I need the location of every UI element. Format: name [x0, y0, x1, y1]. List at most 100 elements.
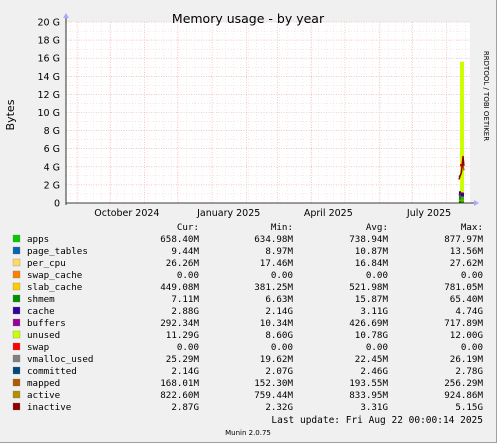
y-tick-labels: 0 2 G 4 G 6 G 8 G 10 G 12 G 14 G 16 G 18 G 20 G	[38, 18, 60, 210]
legend-cur-unused: 11.29G	[166, 330, 199, 341]
legend-avg-buffers: 426.69M	[349, 318, 388, 329]
legend-cur-committed: 2.14G	[171, 366, 199, 377]
legend-label-per_cpu: per_cpu	[27, 258, 66, 269]
legend-swatch-swap	[12, 342, 21, 351]
legend-avg-committed: 2.46G	[360, 366, 388, 377]
legend-avg-active: 833.95M	[349, 390, 388, 401]
y-tick-label: 8 G	[44, 126, 60, 137]
legend-min-shmem: 6.63M	[265, 294, 293, 305]
y-tick-label: 10 G	[38, 108, 60, 119]
legend-swatch-unused	[12, 330, 21, 339]
legend-avg-swap: 0.00	[366, 342, 388, 353]
legend-swatch-slab_cache	[12, 282, 21, 291]
last-update: Last update: Fri Aug 22 00:00:14 2025	[271, 415, 483, 426]
legend-max-per_cpu: 27.62M	[450, 258, 484, 269]
legend-max-vmalloc_used: 26.19M	[450, 354, 484, 365]
legend-label-active: active	[27, 390, 60, 401]
legend-swatch-shmem	[12, 294, 21, 303]
legend-cur-shmem: 7.11M	[171, 294, 199, 305]
legend-col-avg: Avg:	[366, 222, 388, 233]
y-tick-label: 12 G	[38, 90, 60, 101]
legend-label-cache: cache	[27, 306, 55, 317]
area-slab-early	[458, 191, 461, 194]
axes	[63, 13, 479, 206]
legend-cur-apps: 658.40M	[160, 234, 199, 245]
legend-min-buffers: 10.34M	[260, 318, 294, 329]
legend-avg-swap_cache: 0.00	[366, 270, 388, 281]
legend-max-slab_cache: 781.05M	[444, 282, 483, 293]
area-apps-early	[458, 193, 461, 203]
legend-swatch-committed	[12, 366, 21, 375]
x-tick-label: April 2025	[304, 208, 353, 219]
legend-swatch-page_tables	[12, 246, 21, 255]
area-cache	[460, 166, 464, 193]
legend-max-cache: 4.74G	[455, 306, 483, 317]
legend-max-page_tables: 13.56M	[450, 246, 484, 257]
area-per_cpu	[460, 196, 464, 198]
x-tick-label: January 2025	[196, 208, 260, 219]
legend-min-apps: 634.98M	[254, 234, 293, 245]
legend-max-swap: 0.00	[461, 342, 483, 353]
area-slab_cache	[460, 192, 464, 197]
legend-header: Cur: Min: Avg: Max:	[177, 222, 483, 233]
legend-max-buffers: 717.89M	[444, 318, 483, 329]
legend-swatch-cache	[12, 306, 21, 315]
legend-cur-per_cpu: 26.26M	[166, 258, 200, 269]
legend-label-mapped: mapped	[27, 378, 60, 389]
line-inactive	[458, 155, 465, 180]
legend-cur-inactive: 2.87G	[171, 402, 199, 413]
legend-min-per_cpu: 17.46M	[260, 258, 294, 269]
legend-label-shmem: shmem	[27, 294, 55, 305]
legend-avg-shmem: 15.87M	[355, 294, 389, 305]
munin-version: Munin 2.0.75	[225, 429, 271, 437]
legend-min-cache: 2.14G	[265, 306, 293, 317]
y-axis-arrow	[63, 13, 69, 18]
legend-max-unused: 12.00G	[450, 330, 483, 341]
legend-col-max: Max:	[461, 222, 483, 233]
legend-col-cur: Cur:	[177, 222, 199, 233]
legend-avg-mapped: 193.55M	[349, 378, 388, 389]
area-unused	[460, 61, 464, 164]
legend-swatch-swap_cache	[12, 270, 21, 279]
legend-col-min: Min:	[271, 222, 293, 233]
rrdtool-watermark: RRDTOOL / TOBI OETIKER	[482, 51, 490, 141]
legend: apps 658.40M 634.98M 738.94M 877.97M page_tab…	[12, 234, 484, 413]
y-tick-label: 0	[54, 199, 60, 210]
y-tick-label: 18 G	[38, 36, 60, 47]
legend-label-page_tables: page_tables	[27, 246, 88, 257]
legend-cur-active: 822.60M	[160, 390, 199, 401]
chart-areas	[458, 61, 465, 203]
x-tick-labels: October 2024 January 2025 April 2025 July 2…	[94, 208, 451, 219]
legend-swatch-apps	[12, 234, 21, 243]
legend-min-inactive: 2.32G	[265, 402, 293, 413]
legend-cur-swap: 0.00	[177, 342, 199, 353]
legend-avg-page_tables: 10.87M	[355, 246, 389, 257]
legend-swatch-buffers	[12, 318, 21, 327]
legend-max-inactive: 5.15G	[455, 402, 483, 413]
legend-cur-mapped: 168.01M	[160, 378, 199, 389]
legend-avg-apps: 738.94M	[349, 234, 388, 245]
legend-cur-buffers: 292.34M	[160, 318, 199, 329]
legend-swatch-vmalloc_used	[12, 354, 21, 363]
legend-max-apps: 877.97M	[444, 234, 483, 245]
legend-min-active: 759.44M	[254, 390, 293, 401]
y-tick-label: 6 G	[44, 144, 60, 155]
legend-label-apps: apps	[27, 234, 49, 245]
y-tick-label: 2 G	[44, 180, 60, 191]
legend-max-mapped: 256.29M	[444, 378, 483, 389]
x-axis-arrow	[474, 200, 479, 206]
line-active	[458, 192, 465, 196]
x-tick-label: July 2025	[406, 208, 451, 219]
legend-label-inactive: inactive	[27, 402, 71, 413]
legend-min-slab_cache: 381.25M	[254, 282, 293, 293]
legend-swatch-active	[12, 390, 21, 399]
legend-min-committed: 2.07G	[265, 366, 293, 377]
legend-min-vmalloc_used: 19.62M	[260, 354, 294, 365]
plot-area	[66, 22, 470, 203]
legend-cur-page_tables: 9.44M	[171, 246, 199, 257]
legend-avg-cache: 3.11G	[360, 306, 388, 317]
y-tick-label: 14 G	[38, 72, 60, 83]
legend-label-swap: swap	[27, 342, 49, 353]
